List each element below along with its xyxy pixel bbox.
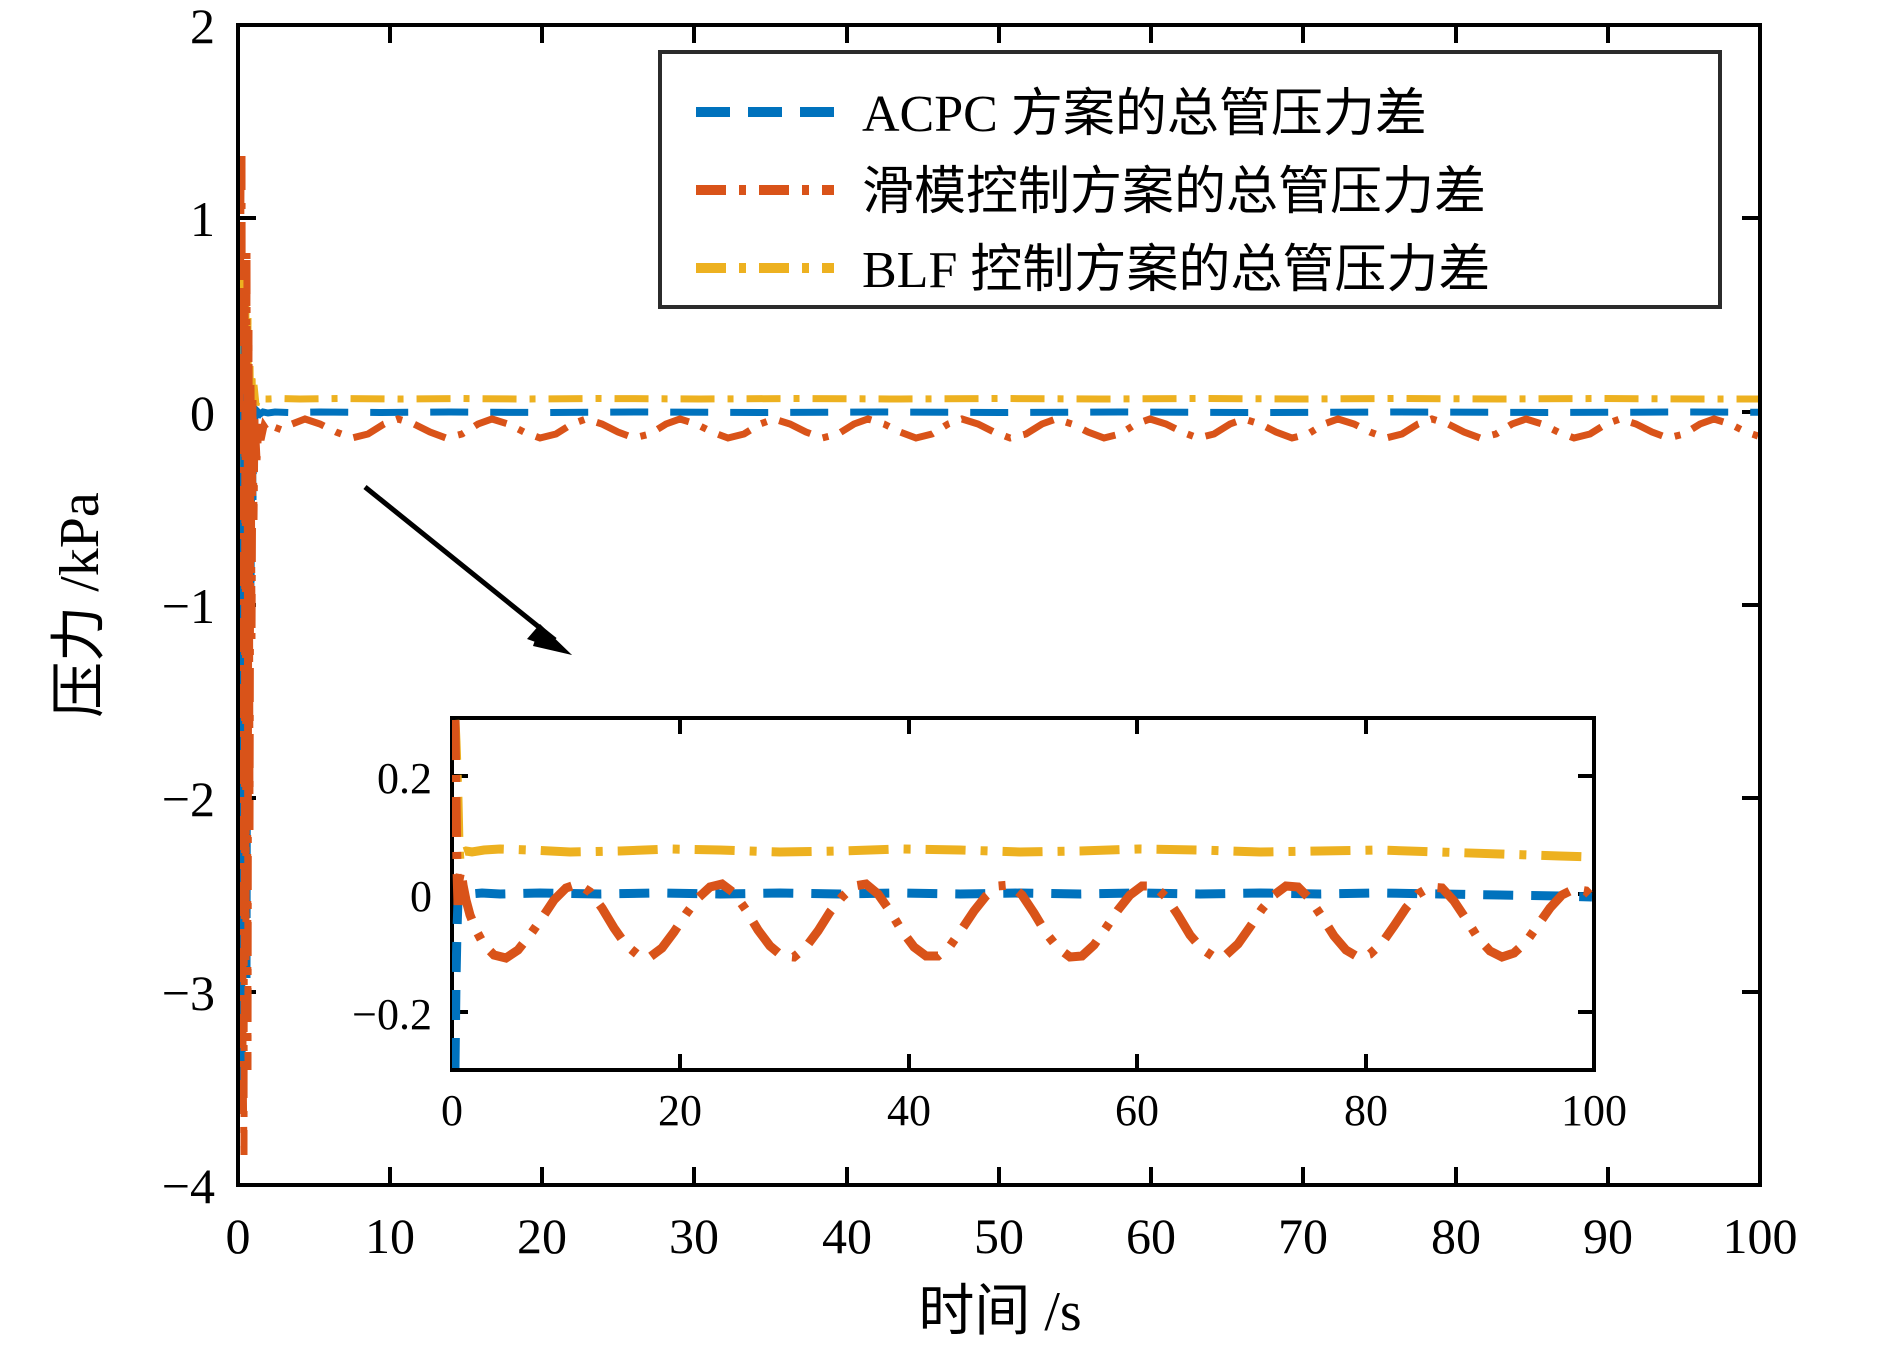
legend-label-blf: BLF 控制方案的总管压力差 — [862, 242, 1490, 299]
inset-x-tick-label: 80 — [1344, 1086, 1388, 1135]
main-x-ticks — [236, 25, 1762, 1185]
main-series-group — [240, 151, 1758, 1156]
inset-y-tick-label: 0 — [410, 872, 432, 921]
x-tick-label: 10 — [365, 1208, 415, 1264]
x-axis-label: 时间 /s — [918, 1281, 1081, 1343]
y-tick-label: 0 — [190, 385, 215, 441]
inset-series-line-sliding-mode — [452, 719, 1594, 963]
main-x-tick-labels: 0 10 20 30 40 50 60 70 80 90 100 — [226, 1208, 1798, 1264]
inset-pointer-arrow — [363, 485, 572, 655]
x-tick-label: 0 — [226, 1208, 251, 1264]
legend: ACPC 方案的总管压力差 滑模控制方案的总管压力差 BLF 控制方案的总管压力… — [658, 50, 1722, 309]
x-tick-label: 60 — [1126, 1208, 1176, 1264]
x-tick-label: 100 — [1723, 1208, 1798, 1264]
inset-series-line-blf — [452, 719, 1593, 863]
inset-y-tick-labels: 0.2 0 −0.2 — [352, 754, 432, 1039]
series-line-sliding-mode — [240, 151, 1758, 1156]
inset-x-tick-label: 0 — [441, 1086, 463, 1135]
main-y-tick-labels: 2 1 0 −1 −2 −3 −4 — [162, 0, 215, 1214]
x-tick-label: 70 — [1278, 1208, 1328, 1264]
x-tick-label: 40 — [822, 1208, 872, 1264]
x-tick-label: 20 — [517, 1208, 567, 1264]
y-tick-label: 2 — [190, 0, 215, 54]
inset-x-tick-label: 100 — [1561, 1086, 1627, 1135]
inset-x-tick-label: 20 — [658, 1086, 702, 1135]
legend-label-acpc: ACPC 方案的总管压力差 — [862, 86, 1427, 143]
x-tick-label: 50 — [974, 1208, 1024, 1264]
x-tick-label: 90 — [1583, 1208, 1633, 1264]
y-tick-label: −1 — [162, 578, 215, 634]
legend-box — [658, 50, 1722, 309]
inset-x-tick-label: 60 — [1115, 1086, 1159, 1135]
inset-x-tick-labels: 0 20 40 60 80 100 — [441, 1086, 1627, 1135]
legend-label-sliding-mode: 滑模控制方案的总管压力差 — [862, 164, 1486, 221]
inset-series-group — [452, 719, 1594, 1069]
x-tick-label: 80 — [1431, 1208, 1481, 1264]
y-tick-label: −4 — [162, 1158, 215, 1214]
y-axis-label: 压力 /kPa — [49, 492, 111, 718]
y-tick-label: −2 — [162, 771, 215, 827]
x-tick-label: 30 — [669, 1208, 719, 1264]
inset-y-tick-label: 0.2 — [377, 754, 432, 803]
y-tick-label: −3 — [162, 965, 215, 1021]
y-tick-label: 1 — [190, 191, 215, 247]
inset-series-line-acpc — [452, 886, 1593, 1069]
inset-y-tick-label: −0.2 — [352, 990, 432, 1039]
inset-x-tick-label: 40 — [887, 1086, 931, 1135]
